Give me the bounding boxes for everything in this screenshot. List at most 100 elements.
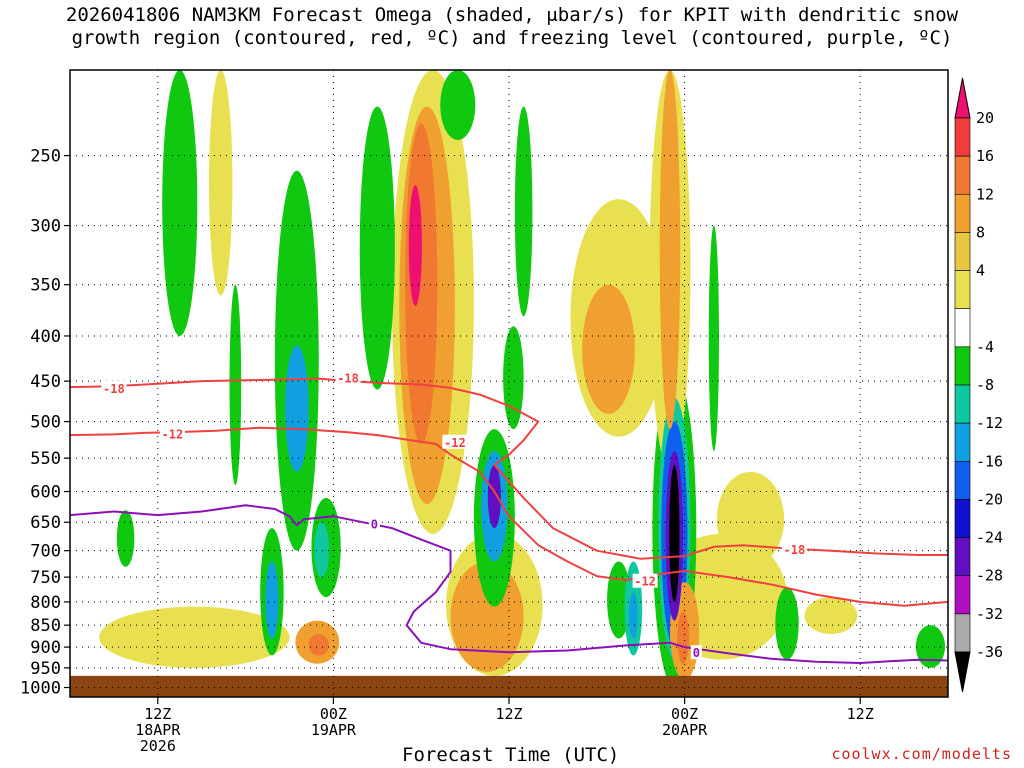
omega-region-ascent-core-20apr — [669, 465, 680, 602]
contour-label-bg — [781, 542, 807, 557]
contour-freezing-level — [70, 504, 948, 664]
omega-region-ascent-purple-late19 — [487, 465, 501, 529]
omega-region-ascent-green-mid19 — [503, 326, 524, 430]
y-tick-label-850: 850 — [30, 616, 61, 636]
y-tick-label-1000: 1000 — [20, 679, 61, 699]
colorbar-label-13: -36 — [976, 643, 1003, 661]
colorbar-bin-4 — [954, 232, 971, 271]
y-tick-label-700: 700 — [30, 542, 61, 562]
colorbar-label-12: -32 — [976, 605, 1003, 623]
x-tick-label-18-0: 00Z — [320, 705, 347, 723]
omega-region-ascent-green-end — [915, 625, 946, 668]
y-tick-label-450: 450 — [30, 372, 61, 392]
contour-layer: -18 -18 -18 -12 -12 -12 0 0 — [70, 370, 948, 664]
ground-surface — [70, 675, 948, 697]
y-tick-label-600: 600 — [30, 483, 61, 503]
colorbar-bottom-arrow — [954, 651, 971, 693]
contour-minus18-upper — [70, 377, 948, 560]
omega-region-descent-orange-20-low — [677, 611, 689, 664]
contour-label-bg — [442, 434, 468, 449]
omega-region-ascent-green-mid-b — [514, 106, 533, 317]
contour-label-bg — [159, 426, 185, 441]
omega-region-descent-gold-20apr — [582, 284, 635, 414]
pressure-axis: 2503003504004505005506006507007508008509… — [20, 147, 70, 699]
y-tick-label-550: 550 — [30, 449, 61, 469]
colorbar-label-2: 12 — [976, 185, 994, 203]
colorbar-label-0: 20 — [976, 109, 994, 127]
colorbar-bin-13 — [954, 575, 971, 615]
omega-region-ascent-green-upper-early — [162, 70, 198, 336]
omega-region-descent-magenta-19apr — [408, 185, 422, 307]
contour-label-freezing-level-0: 0 — [371, 517, 378, 531]
colorbar-label-11: -28 — [976, 567, 1003, 585]
contour-label-bg — [368, 516, 380, 531]
contour-label-minus12-lower-2: -12 — [634, 575, 656, 589]
omega-region-ascent-green-upper-19 — [359, 106, 395, 390]
omega-region-ascent-blue-20apr-low — [628, 592, 638, 639]
colorbar-bin-2 — [954, 155, 971, 195]
contour-label-minus12-lower-1: -12 — [444, 436, 466, 450]
colorbar-top-arrow — [954, 77, 971, 119]
omega-shading-layer — [99, 70, 946, 688]
contour-label-bg — [690, 645, 702, 660]
x-tick-label-42-0: 00Z — [671, 705, 698, 723]
colorbar-bin-12 — [954, 537, 971, 577]
y-tick-label-650: 650 — [30, 513, 61, 533]
omega-region-descent-yellow-low-early — [99, 606, 290, 668]
y-tick-label-300: 300 — [30, 217, 61, 237]
colorbar-bin-8 — [954, 384, 971, 424]
x-tick-label-54-0: 12Z — [847, 705, 874, 723]
x-tick-label-30-0: 12Z — [495, 705, 522, 723]
colorbar-bin-5 — [954, 270, 971, 310]
y-tick-label-800: 800 — [30, 593, 61, 613]
omega-region-descent-yellow-end — [804, 597, 858, 635]
omega-region-ascent-cyan-near00z — [314, 522, 330, 578]
omega-region-ascent-green-early-b — [229, 284, 242, 486]
contour-label-minus18-upper-1: -18 — [337, 372, 359, 386]
y-tick-label-350: 350 — [30, 276, 61, 296]
omega-region-ascent-green-thin-20apr — [708, 225, 719, 452]
omega-region-descent-orange-19apr — [405, 123, 438, 444]
contour-label-bg — [632, 573, 658, 588]
colorbar-label-3: 8 — [976, 223, 985, 241]
colorbar-bin-6 — [954, 308, 971, 348]
y-tick-label-750: 750 — [30, 568, 61, 588]
colorbar-bin-7 — [954, 346, 971, 386]
x-tick-label-6-1: 18APR — [135, 721, 181, 739]
colorbar-label-1: 16 — [976, 147, 994, 165]
x-axis-label: Forecast Time (UTC) — [402, 744, 620, 766]
colorbar-label-9: -20 — [976, 490, 1003, 508]
contour-label-bg — [101, 380, 127, 395]
contour-label-freezing-level-1: 0 — [693, 646, 700, 660]
y-tick-label-950: 950 — [30, 659, 61, 679]
contour-label-bg — [335, 370, 361, 385]
omega-region-ascent-cyan-19apr — [285, 345, 309, 472]
omega-region-descent-gold-20apr-top — [659, 70, 681, 430]
omega-region-descent-yellow-early-top — [209, 70, 233, 296]
colorbar-bin-14 — [954, 613, 971, 653]
surface-layer — [70, 675, 948, 697]
colorbar-bin-3 — [954, 193, 971, 233]
y-tick-label-500: 500 — [30, 413, 61, 433]
contour-minus12-lower — [70, 426, 948, 607]
omega-region-descent-yellow-late-right — [716, 471, 785, 567]
contour-label-minus12-lower-0: -12 — [162, 428, 184, 442]
contour-label-minus18-upper-0: -18 — [103, 382, 125, 396]
colorbar-label-7: -12 — [976, 414, 1003, 432]
colorbar-label-10: -24 — [976, 529, 1003, 547]
colorbar-bin-11 — [954, 499, 971, 538]
omega-region-ascent-green-top — [440, 70, 476, 140]
x-tick-label-6-0: 12Z — [144, 705, 171, 723]
x-tick-label-42-1: 20APR — [662, 721, 708, 739]
site-credit: coolwx.com/modelts — [831, 745, 1012, 763]
y-tick-label-900: 900 — [30, 638, 61, 658]
contour-label-minus18-upper-2: -18 — [784, 543, 806, 557]
y-tick-label-400: 400 — [30, 327, 61, 347]
colorbar-bin-10 — [954, 460, 971, 500]
colorbar-label-8: -16 — [976, 452, 1003, 470]
omega-region-ascent-cyan-lowlevel — [265, 561, 279, 639]
grid-layer — [70, 70, 948, 697]
x-tick-label-18-1: 19APR — [311, 721, 357, 739]
